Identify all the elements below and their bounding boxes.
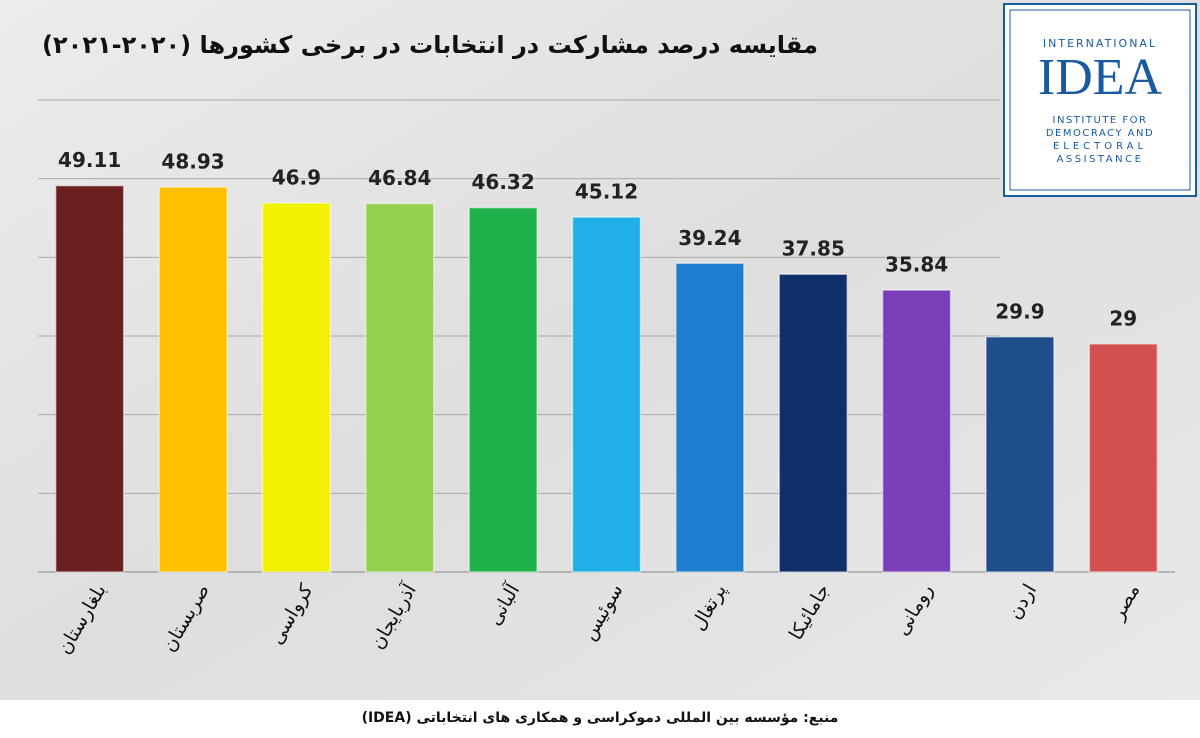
logo-frame-inner [1009, 9, 1191, 191]
bar [571, 216, 642, 573]
bar [675, 262, 745, 573]
chart-title: مقایسه درصد مشارکت در انتخابات در برخی ک… [42, 31, 818, 59]
bar [365, 202, 435, 573]
logo-top: INTERNATIONAL [1043, 37, 1157, 50]
value-label: 46.84 [368, 166, 431, 190]
bar [468, 206, 538, 573]
logo-line: ASSISTANCE [1057, 154, 1144, 165]
value-label: 29.9 [995, 299, 1044, 323]
logo: INTERNATIONAL IDEA INSTITUTE FOR DEMOCRA… [1003, 3, 1197, 197]
bar [985, 336, 1055, 573]
logo-line: INSTITUTE FOR [1053, 115, 1148, 126]
value-label: 46.32 [472, 170, 535, 194]
logo-line: ELECTORAL [1053, 141, 1147, 152]
value-label: 49.11 [58, 148, 121, 172]
bar [778, 273, 848, 573]
logo-line: DEMOCRACY AND [1046, 128, 1154, 139]
footer-band [0, 700, 1200, 738]
bar [158, 186, 228, 573]
value-label: 45.12 [575, 180, 638, 204]
value-label: 35.84 [885, 253, 948, 277]
value-label: 37.85 [782, 237, 845, 261]
value-label: 48.93 [161, 150, 224, 174]
bar [881, 289, 952, 573]
logo-name: IDEA [1038, 49, 1163, 106]
value-label: 29 [1109, 306, 1137, 330]
value-label: 39.24 [678, 226, 741, 250]
logo-frame [1003, 3, 1197, 197]
value-label: 46.9 [272, 166, 321, 190]
bar [54, 184, 125, 573]
source: منبع: مؤسسه بین المللی دموکراسی و همکاری… [362, 710, 839, 726]
bar [1088, 343, 1159, 573]
bar [261, 202, 332, 573]
